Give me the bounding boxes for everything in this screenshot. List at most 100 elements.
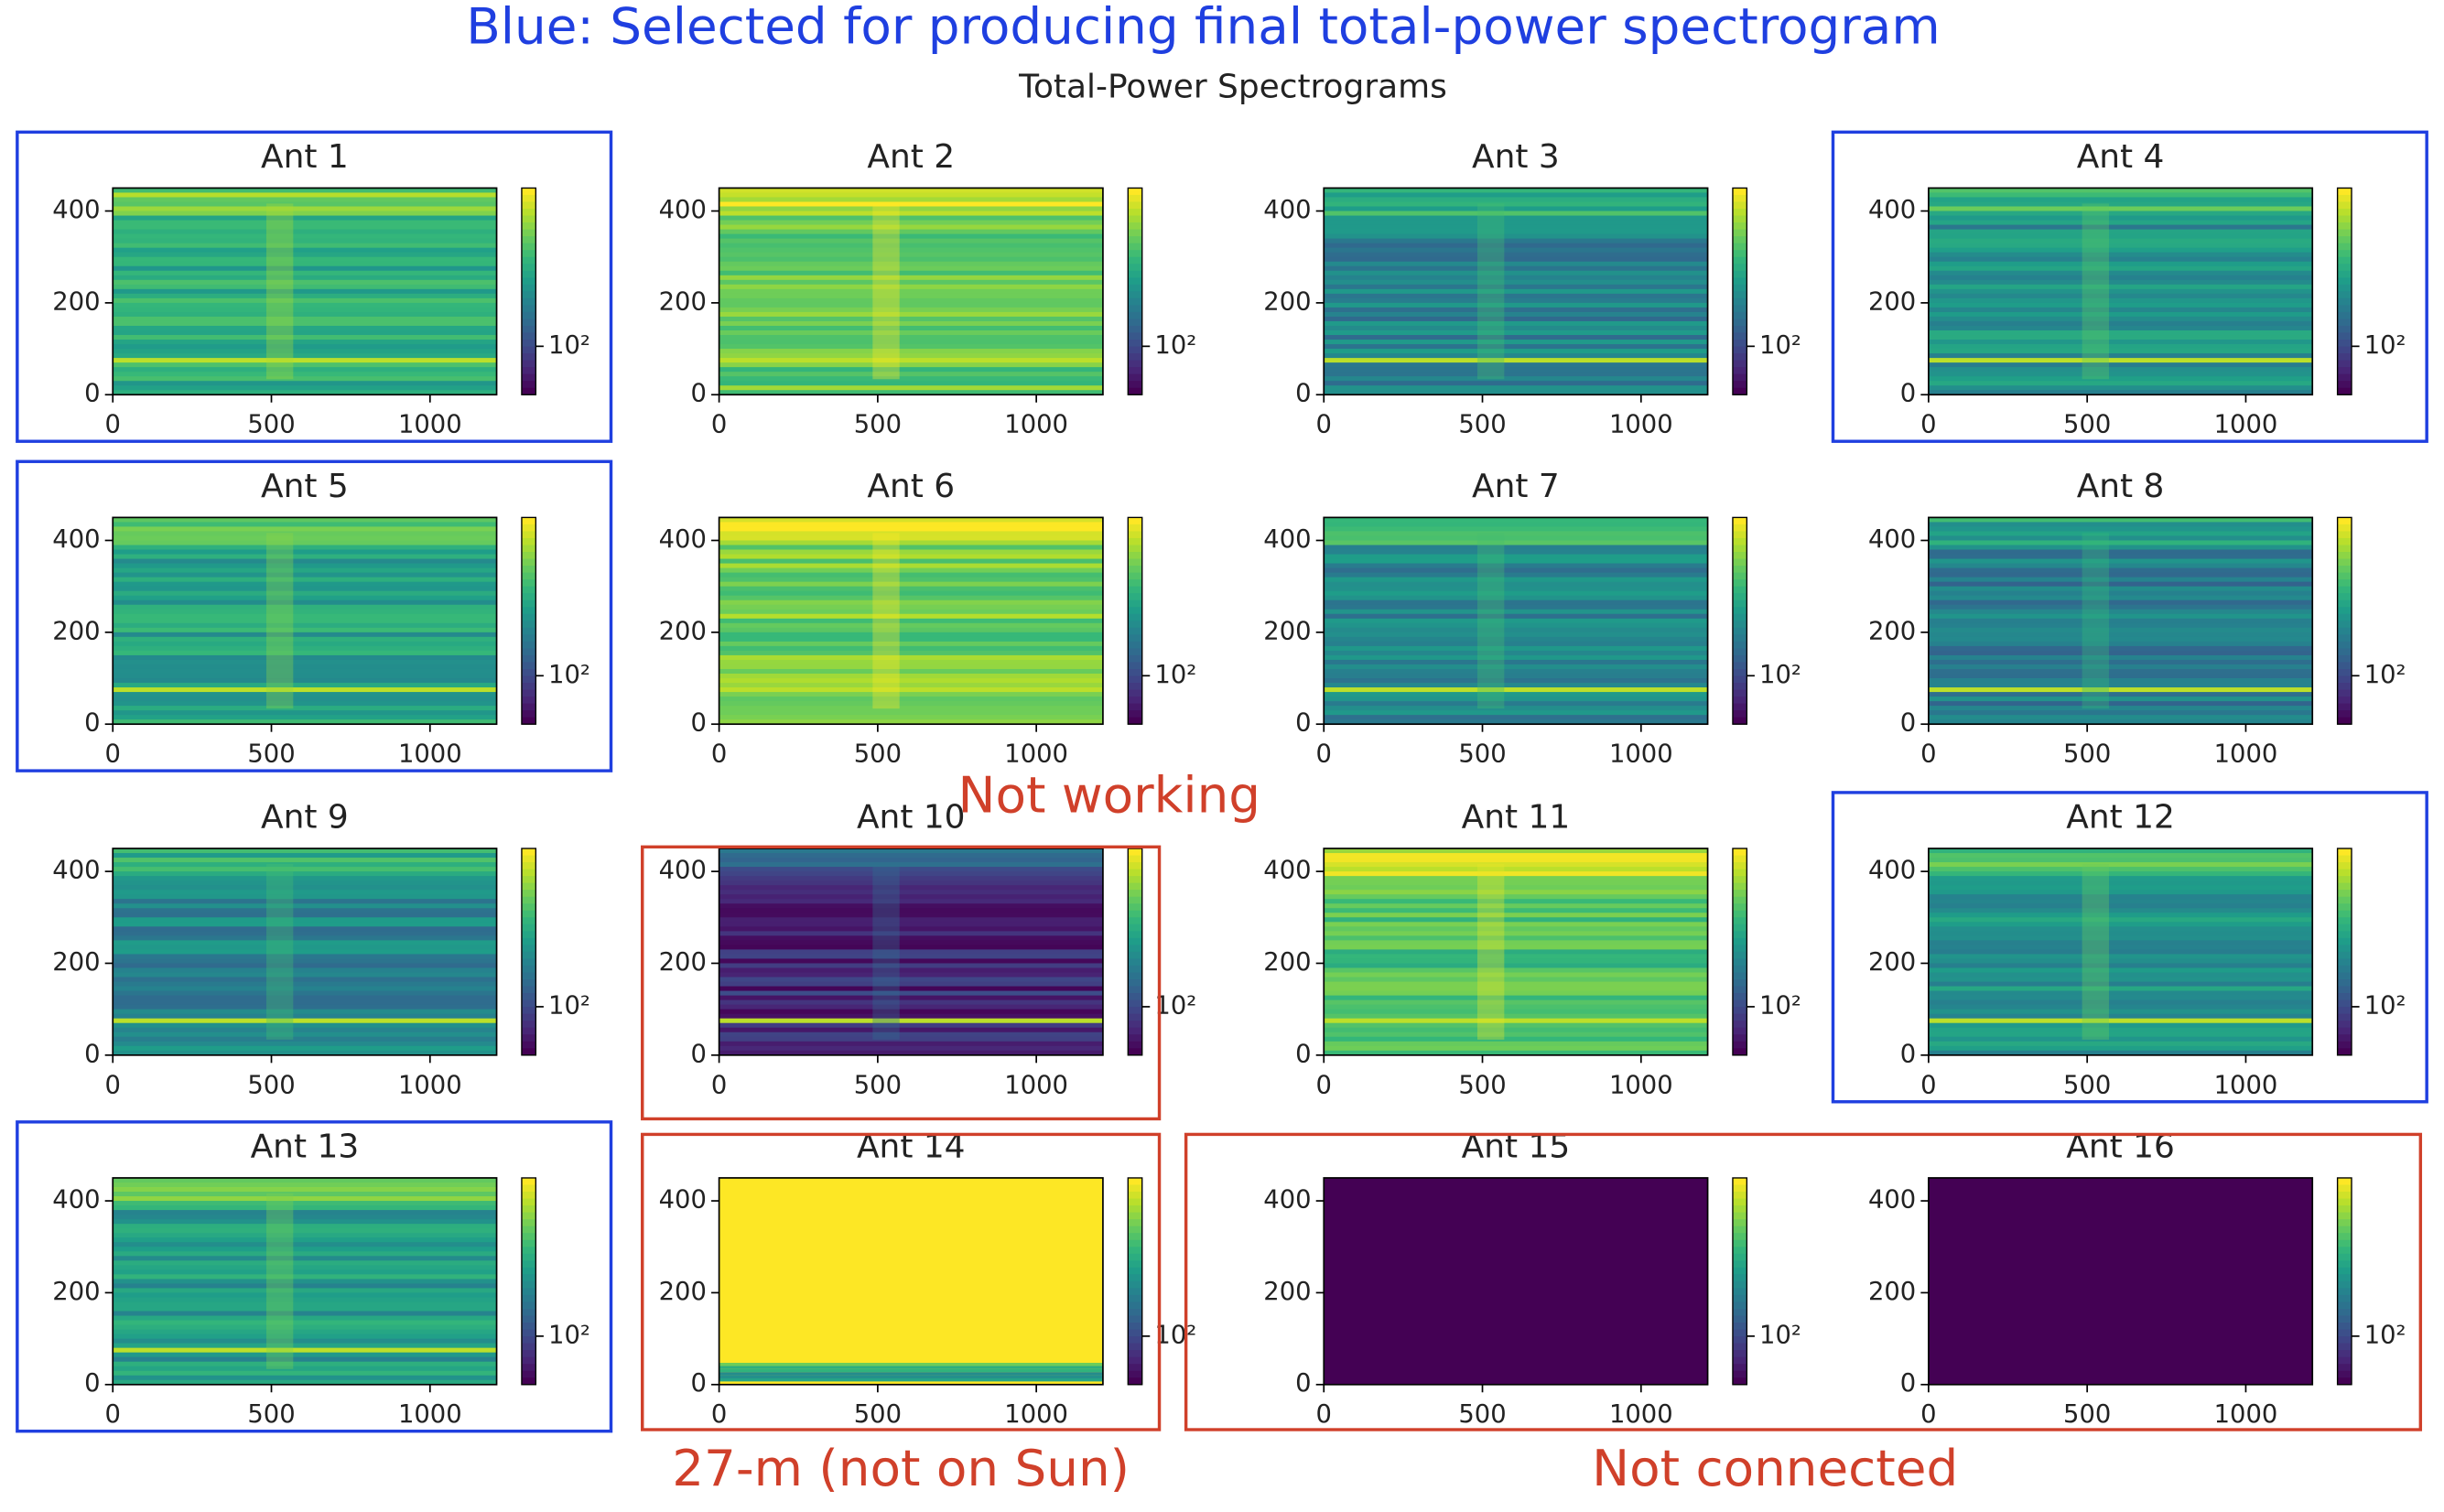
colorbar-segment (2337, 319, 2352, 327)
heatmap-texture (113, 362, 497, 368)
heatmap-texture (113, 192, 497, 198)
colorbar-segment (2337, 353, 2352, 362)
heatmap-texture (1324, 890, 1708, 895)
heatmap-texture (113, 549, 497, 556)
heatmap-texture (1324, 215, 1708, 221)
heatmap-texture (1324, 627, 1708, 633)
heatmap-texture (719, 981, 1103, 988)
heatmap-texture (1928, 215, 2313, 221)
heatmap-texture (113, 659, 497, 665)
colorbar-segment (1128, 1323, 1142, 1331)
colorbar-frame (1732, 848, 1748, 1056)
x-tick-label: 1000 (2214, 740, 2278, 769)
heatmap-texture (113, 599, 497, 606)
heatmap-texture (719, 622, 1103, 629)
heatmap-texture (1928, 243, 2313, 249)
heatmap-texture (113, 1192, 497, 1197)
heatmap-texture (1324, 949, 1708, 955)
colorbar-segment (2337, 236, 2352, 244)
heatmap-texture (1324, 967, 1708, 974)
x-tick-label: 500 (854, 1400, 902, 1429)
heatmap-texture (1324, 867, 1708, 872)
heatmap-texture (1928, 697, 2313, 702)
colorbar-segment (1128, 215, 1142, 223)
heatmap-texture (1324, 284, 1708, 290)
colorbar-segment (1128, 1184, 1142, 1193)
colorbar-segment (521, 1219, 536, 1227)
colorbar-segment (521, 1205, 536, 1214)
heatmap-texture (1928, 572, 2313, 578)
colorbar-segment (521, 654, 536, 663)
y-tick-label: 200 (52, 1278, 100, 1306)
colorbar-segment (1128, 703, 1142, 711)
x-tick-label: 0 (1316, 411, 1332, 439)
heatmap-texture (719, 885, 1103, 891)
heatmap-texture (1928, 535, 2313, 541)
heatmap-texture (1324, 344, 1708, 350)
heatmap-texture (113, 302, 497, 308)
colorbar-segment (1732, 951, 1747, 959)
heatmap-texture (1324, 275, 1708, 281)
colorbar-segment (1732, 552, 1747, 560)
heatmap-texture (719, 719, 1103, 725)
heatmap-texture (719, 1377, 1103, 1382)
figure-title: Blue: Selected for producing final total… (466, 0, 1940, 55)
plot-frame (1928, 516, 2314, 726)
heatmap-texture (1928, 540, 2313, 545)
x-tick-label: 1000 (2214, 411, 2278, 439)
colorbar-segment (521, 862, 536, 870)
y-tick-label: 400 (1263, 196, 1311, 224)
plot-frame (1928, 848, 2314, 1056)
heatmap-texture (719, 545, 1103, 551)
heatmap-texture (719, 522, 1103, 527)
heatmap-texture (1928, 563, 2313, 569)
heatmap-texture (1324, 899, 1708, 904)
y-tick-label: 0 (1295, 709, 1311, 738)
x-tick-label: 500 (1458, 740, 1506, 769)
heatmap-texture (1928, 710, 2313, 716)
heatmap-texture (1928, 229, 2313, 235)
colorbar-segment (1128, 566, 1142, 574)
y-tick-label: 200 (52, 948, 100, 977)
heatmap-texture (1928, 284, 2313, 290)
heatmap-texture (1928, 220, 2313, 226)
heatmap-texture (1928, 390, 2313, 395)
heatmap-texture (1324, 381, 1708, 386)
colorbar-segment (1128, 545, 1142, 553)
colorbar-segment (1732, 1247, 1747, 1255)
heatmap-texture (719, 986, 1103, 992)
heatmap-texture (1928, 261, 2313, 267)
colorbar-segment (521, 188, 536, 196)
x-tick-label: 500 (1458, 1071, 1506, 1099)
y-tick-label: 200 (1263, 617, 1311, 645)
heatmap-texture (1324, 192, 1708, 198)
colorbar-segment (1732, 1198, 1747, 1206)
heatmap-texture (113, 654, 497, 661)
heatmap-texture (719, 604, 1103, 610)
colorbar-segment (2337, 545, 2352, 553)
heatmap-texture (113, 1013, 497, 1020)
colorbar-segment (1732, 1301, 1747, 1310)
colorbar-segment (2337, 862, 2352, 870)
heatmap-texture (719, 1366, 1103, 1369)
heatmap-texture (113, 908, 497, 913)
y-tick-label: 400 (659, 1186, 707, 1215)
x-tick-label: 500 (247, 1071, 295, 1099)
colorbar-segment (1128, 291, 1142, 299)
colorbar-segment (1732, 634, 1747, 643)
heatmap-texture (1928, 632, 2313, 638)
heatmap-texture (113, 954, 497, 959)
colorbar-segment (2337, 311, 2352, 319)
heatmap-texture (719, 329, 1103, 336)
colorbar-segment (2337, 1253, 2352, 1261)
colorbar-segment (521, 340, 536, 348)
colorbar-segment (1732, 689, 1747, 697)
heatmap-texture (1928, 867, 2313, 872)
x-tick-label: 500 (854, 411, 902, 439)
heatmap-texture (113, 1050, 497, 1056)
heatmap-texture (719, 1050, 1103, 1056)
colorbar-segment (521, 993, 536, 1001)
colorbar-segment (1128, 381, 1142, 389)
colorbar-segment (521, 1212, 536, 1220)
colorbar-tick-label: 10² (2364, 331, 2406, 360)
